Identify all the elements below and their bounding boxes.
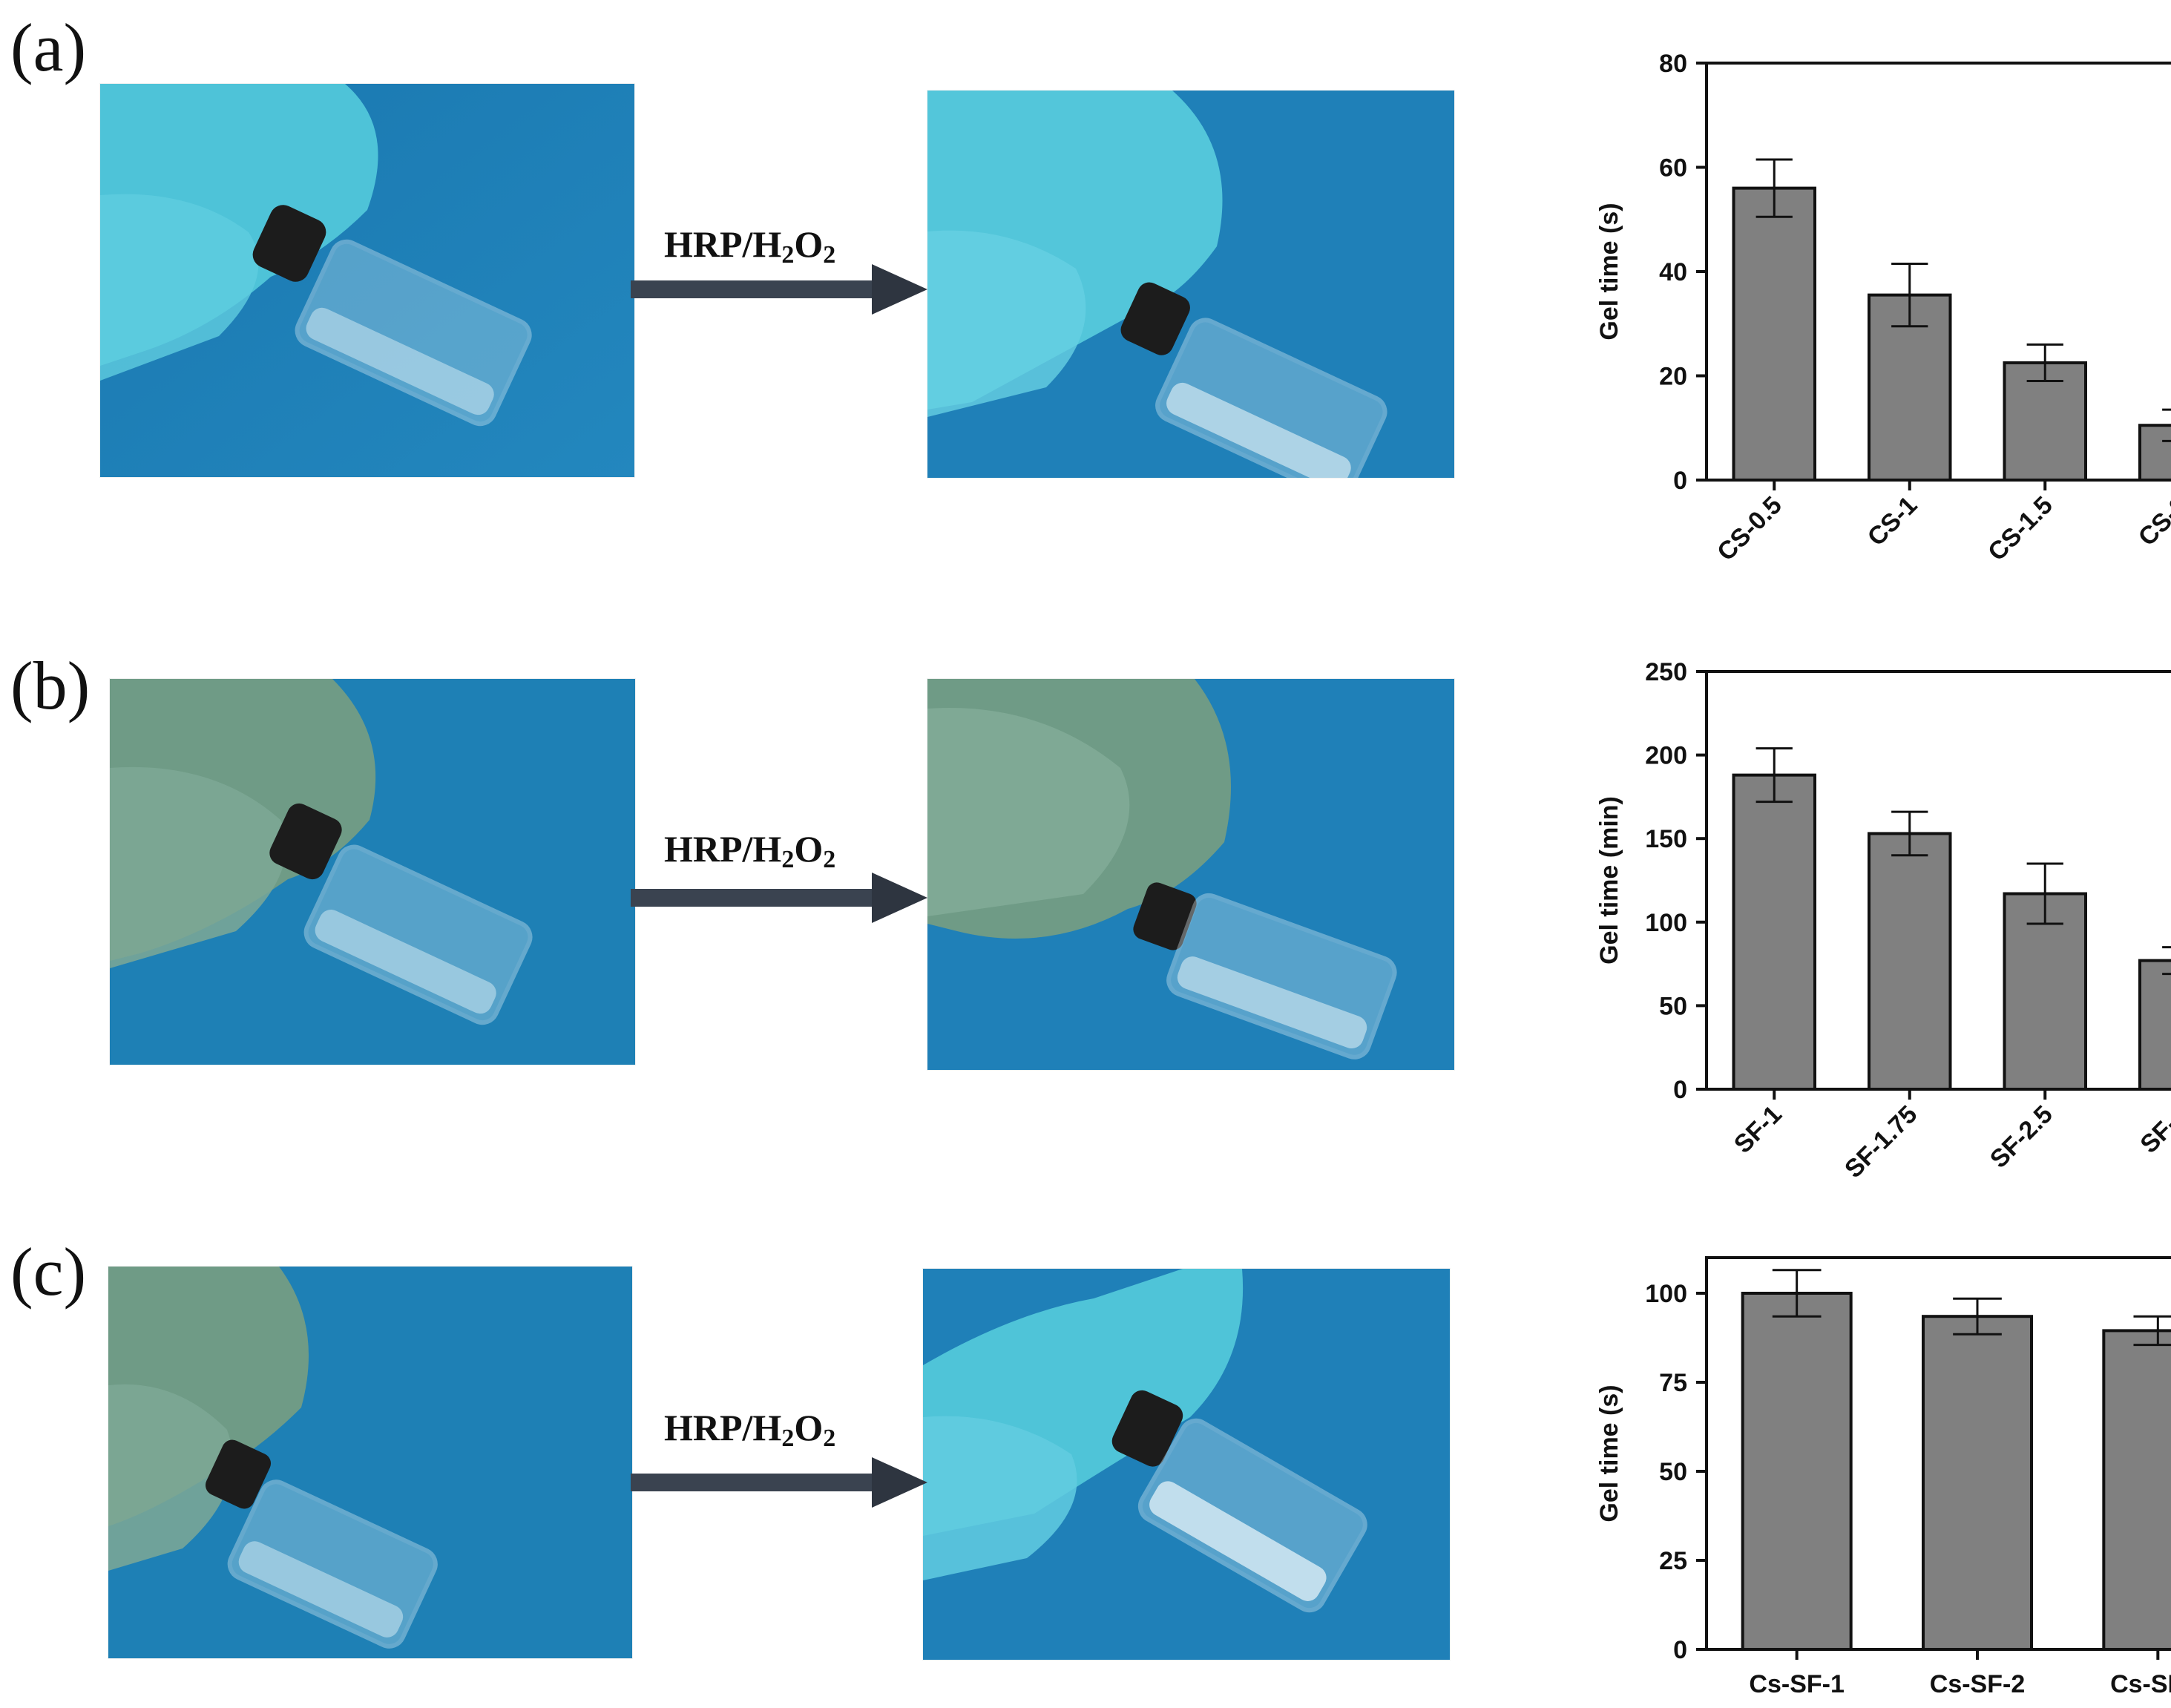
x-tick-label: Cs-SF-2 [1930, 1670, 2025, 1698]
y-axis-label: Gel time (s) [1595, 1385, 1623, 1522]
error-bar [2026, 862, 2063, 925]
photo-c-before [108, 1267, 632, 1658]
chart-svg: 0 20 40 60 80 Gel time (s) CS-0.5 CS-1 CS-1.5 CS-… [1595, 50, 2171, 567]
y-tick-label: 100 [1645, 1280, 1687, 1308]
y-tick-label: 0 [1673, 467, 1687, 495]
x-tick-label: Cs-SF-3 [2110, 1670, 2171, 1698]
x-tick-label: SF-1.75 [1839, 1100, 1922, 1183]
vial-before-icon [108, 1267, 632, 1658]
error-bar [1891, 262, 1928, 328]
error-bar [2133, 1315, 2171, 1347]
photo-c-after [923, 1269, 1450, 1660]
gel-time-chart-a: 0 20 40 60 80 Gel time (s) CS-0.5 CS-1 CS-1.5 CS-… [1573, 37, 2171, 631]
bar [1868, 832, 1952, 1091]
error-bar [2162, 408, 2171, 442]
panel-label-b: (b) [10, 648, 91, 723]
reagent-label-b: HRP/H2O2 [664, 828, 836, 873]
plot-frame [1705, 670, 2171, 1091]
y-tick-label: 150 [1645, 825, 1687, 853]
reagent-label-a: HRP/H2O2 [664, 223, 836, 269]
error-bar [1953, 1297, 2002, 1336]
vial-before-icon [110, 679, 635, 1065]
y-tick-label: 100 [1645, 909, 1687, 937]
bar [1741, 1292, 1853, 1651]
y-tick-label: 0 [1673, 1076, 1687, 1104]
error-bar [2026, 343, 2063, 383]
vial-after-icon [923, 1269, 1450, 1660]
bar [2138, 959, 2171, 1091]
x-tick-label: Cs-SF-1 [1749, 1670, 1844, 1698]
x-tick-label: CS-2 [2133, 491, 2171, 552]
y-tick-label: 20 [1659, 363, 1687, 391]
gel-time-chart-b: 0 50 100 150 200 250 Gel time (min) SF-1 SF-1.75… [1573, 646, 2171, 1224]
error-bar [1772, 1269, 1822, 1318]
panel-label-a: (a) [10, 10, 87, 85]
y-tick-label: 250 [1645, 658, 1687, 686]
chart-svg: 0 50 100 150 200 250 Gel time (min) SF-1 SF-1.75… [1595, 658, 2171, 1183]
chart-svg: 0 25 50 75 100 Gel time (s) Cs-SF-1 Cs-SF-2 Cs-S… [1595, 1256, 2171, 1698]
error-bar [2162, 946, 2171, 976]
y-tick-label: 25 [1659, 1547, 1687, 1575]
error-bar [1891, 810, 1928, 857]
x-tick-label: SF-2.5 [1985, 1100, 2058, 1174]
vial-before-icon [100, 84, 634, 477]
arrow-icon [631, 1457, 927, 1508]
x-tick-label: CS-0.5 [1712, 491, 1787, 567]
y-tick-label: 0 [1673, 1636, 1687, 1664]
reagent-label-c: HRP/H2O2 [664, 1407, 836, 1452]
photo-b-before [110, 679, 635, 1065]
y-axis-label: Gel time (min) [1595, 796, 1623, 965]
bar [2138, 424, 2171, 482]
y-tick-label: 50 [1659, 992, 1687, 1020]
y-tick-label: 80 [1659, 50, 1687, 78]
photo-a-before [100, 84, 634, 477]
vial-after-icon [927, 679, 1454, 1070]
bar [1732, 186, 1816, 482]
arrow-icon [631, 264, 927, 315]
x-tick-label: SF-1 [1729, 1100, 1787, 1159]
y-tick-label: 75 [1659, 1369, 1687, 1397]
arrow-icon [631, 873, 927, 923]
x-tick-label: CS-1.5 [1983, 491, 2058, 567]
bar [1732, 773, 1816, 1091]
photo-b-after [927, 679, 1454, 1070]
bar [1922, 1315, 2033, 1651]
x-tick-label: CS-1 [1862, 491, 1923, 552]
y-axis-label: Gel time (s) [1595, 203, 1623, 340]
y-tick-label: 60 [1659, 154, 1687, 183]
bar [2003, 361, 2087, 482]
x-tick-label: SF-4 [2135, 1100, 2171, 1159]
error-bar [1755, 158, 1793, 218]
y-tick-label: 50 [1659, 1458, 1687, 1486]
photo-a-after [927, 91, 1454, 478]
bar [2003, 892, 2087, 1091]
y-tick-label: 40 [1659, 258, 1687, 286]
vial-after-icon [927, 91, 1454, 478]
bar [2102, 1329, 2171, 1652]
error-bar [1755, 747, 1793, 804]
y-tick-label: 200 [1645, 742, 1687, 770]
panel-label-c: (c) [10, 1234, 87, 1310]
gel-time-chart-c: 0 25 50 75 100 Gel time (s) Cs-SF-1 Cs-SF-2 Cs-S… [1573, 1239, 2171, 1698]
